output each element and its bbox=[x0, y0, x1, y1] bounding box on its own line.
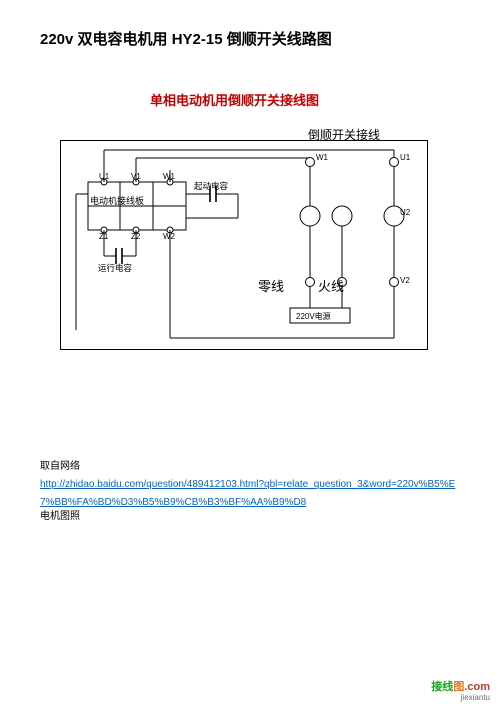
page-title: 220v 双电容电机用 HY2-15 倒顺开关线路图 bbox=[40, 28, 332, 49]
diagram-title-red: 单相电动机用倒顺开关接线图 bbox=[150, 90, 319, 109]
live-line-label: 火线 bbox=[318, 276, 344, 295]
power-220v-label: 220V电源 bbox=[296, 311, 331, 322]
label-Z1: Z1 bbox=[99, 233, 108, 241]
page: 220v 双电容电机用 HY2-15 倒顺开关线路图 单相电动机用倒顺开关接线图… bbox=[0, 0, 500, 708]
watermark-bottom: jiexiantu bbox=[431, 694, 490, 702]
run-capacitor-label: 运行电容 bbox=[98, 262, 132, 274]
label-V1: V1 bbox=[131, 173, 141, 181]
label-Z2: Z2 bbox=[131, 233, 140, 241]
watermark-word2: 图 bbox=[453, 681, 464, 693]
label-V2: V2 bbox=[400, 277, 410, 285]
label-U1-right: U1 bbox=[400, 154, 410, 162]
wiring-svg bbox=[60, 140, 430, 352]
source-link[interactable]: http://zhidao.baidu.com/question/4894121… bbox=[40, 479, 455, 508]
wiring-diagram: 单相电动机用倒顺开关接线图 倒顺开关接线 bbox=[60, 90, 440, 370]
motor-terminal-block-label: 电动机接线板 bbox=[90, 194, 144, 207]
footer-photo-label: 电机图照 bbox=[40, 510, 460, 524]
zero-line-label: 零线 bbox=[258, 276, 284, 295]
label-U2: U2 bbox=[400, 209, 410, 217]
label-U1-left: U1 bbox=[99, 173, 109, 181]
start-capacitor-label: 起动电容 bbox=[194, 180, 228, 192]
watermark: 接线图.com jiexiantu bbox=[431, 682, 490, 702]
label-W1-left: W1 bbox=[163, 173, 175, 181]
footer: 取自网络 http://zhidao.baidu.com/question/48… bbox=[40, 460, 460, 524]
footer-source-label: 取自网络 bbox=[40, 460, 460, 474]
label-W1-right: W1 bbox=[316, 154, 328, 162]
label-W2: W2 bbox=[163, 233, 175, 241]
watermark-word3: .com bbox=[464, 681, 490, 693]
watermark-top: 接线图.com bbox=[431, 682, 490, 694]
watermark-word1: 接线 bbox=[431, 681, 453, 693]
